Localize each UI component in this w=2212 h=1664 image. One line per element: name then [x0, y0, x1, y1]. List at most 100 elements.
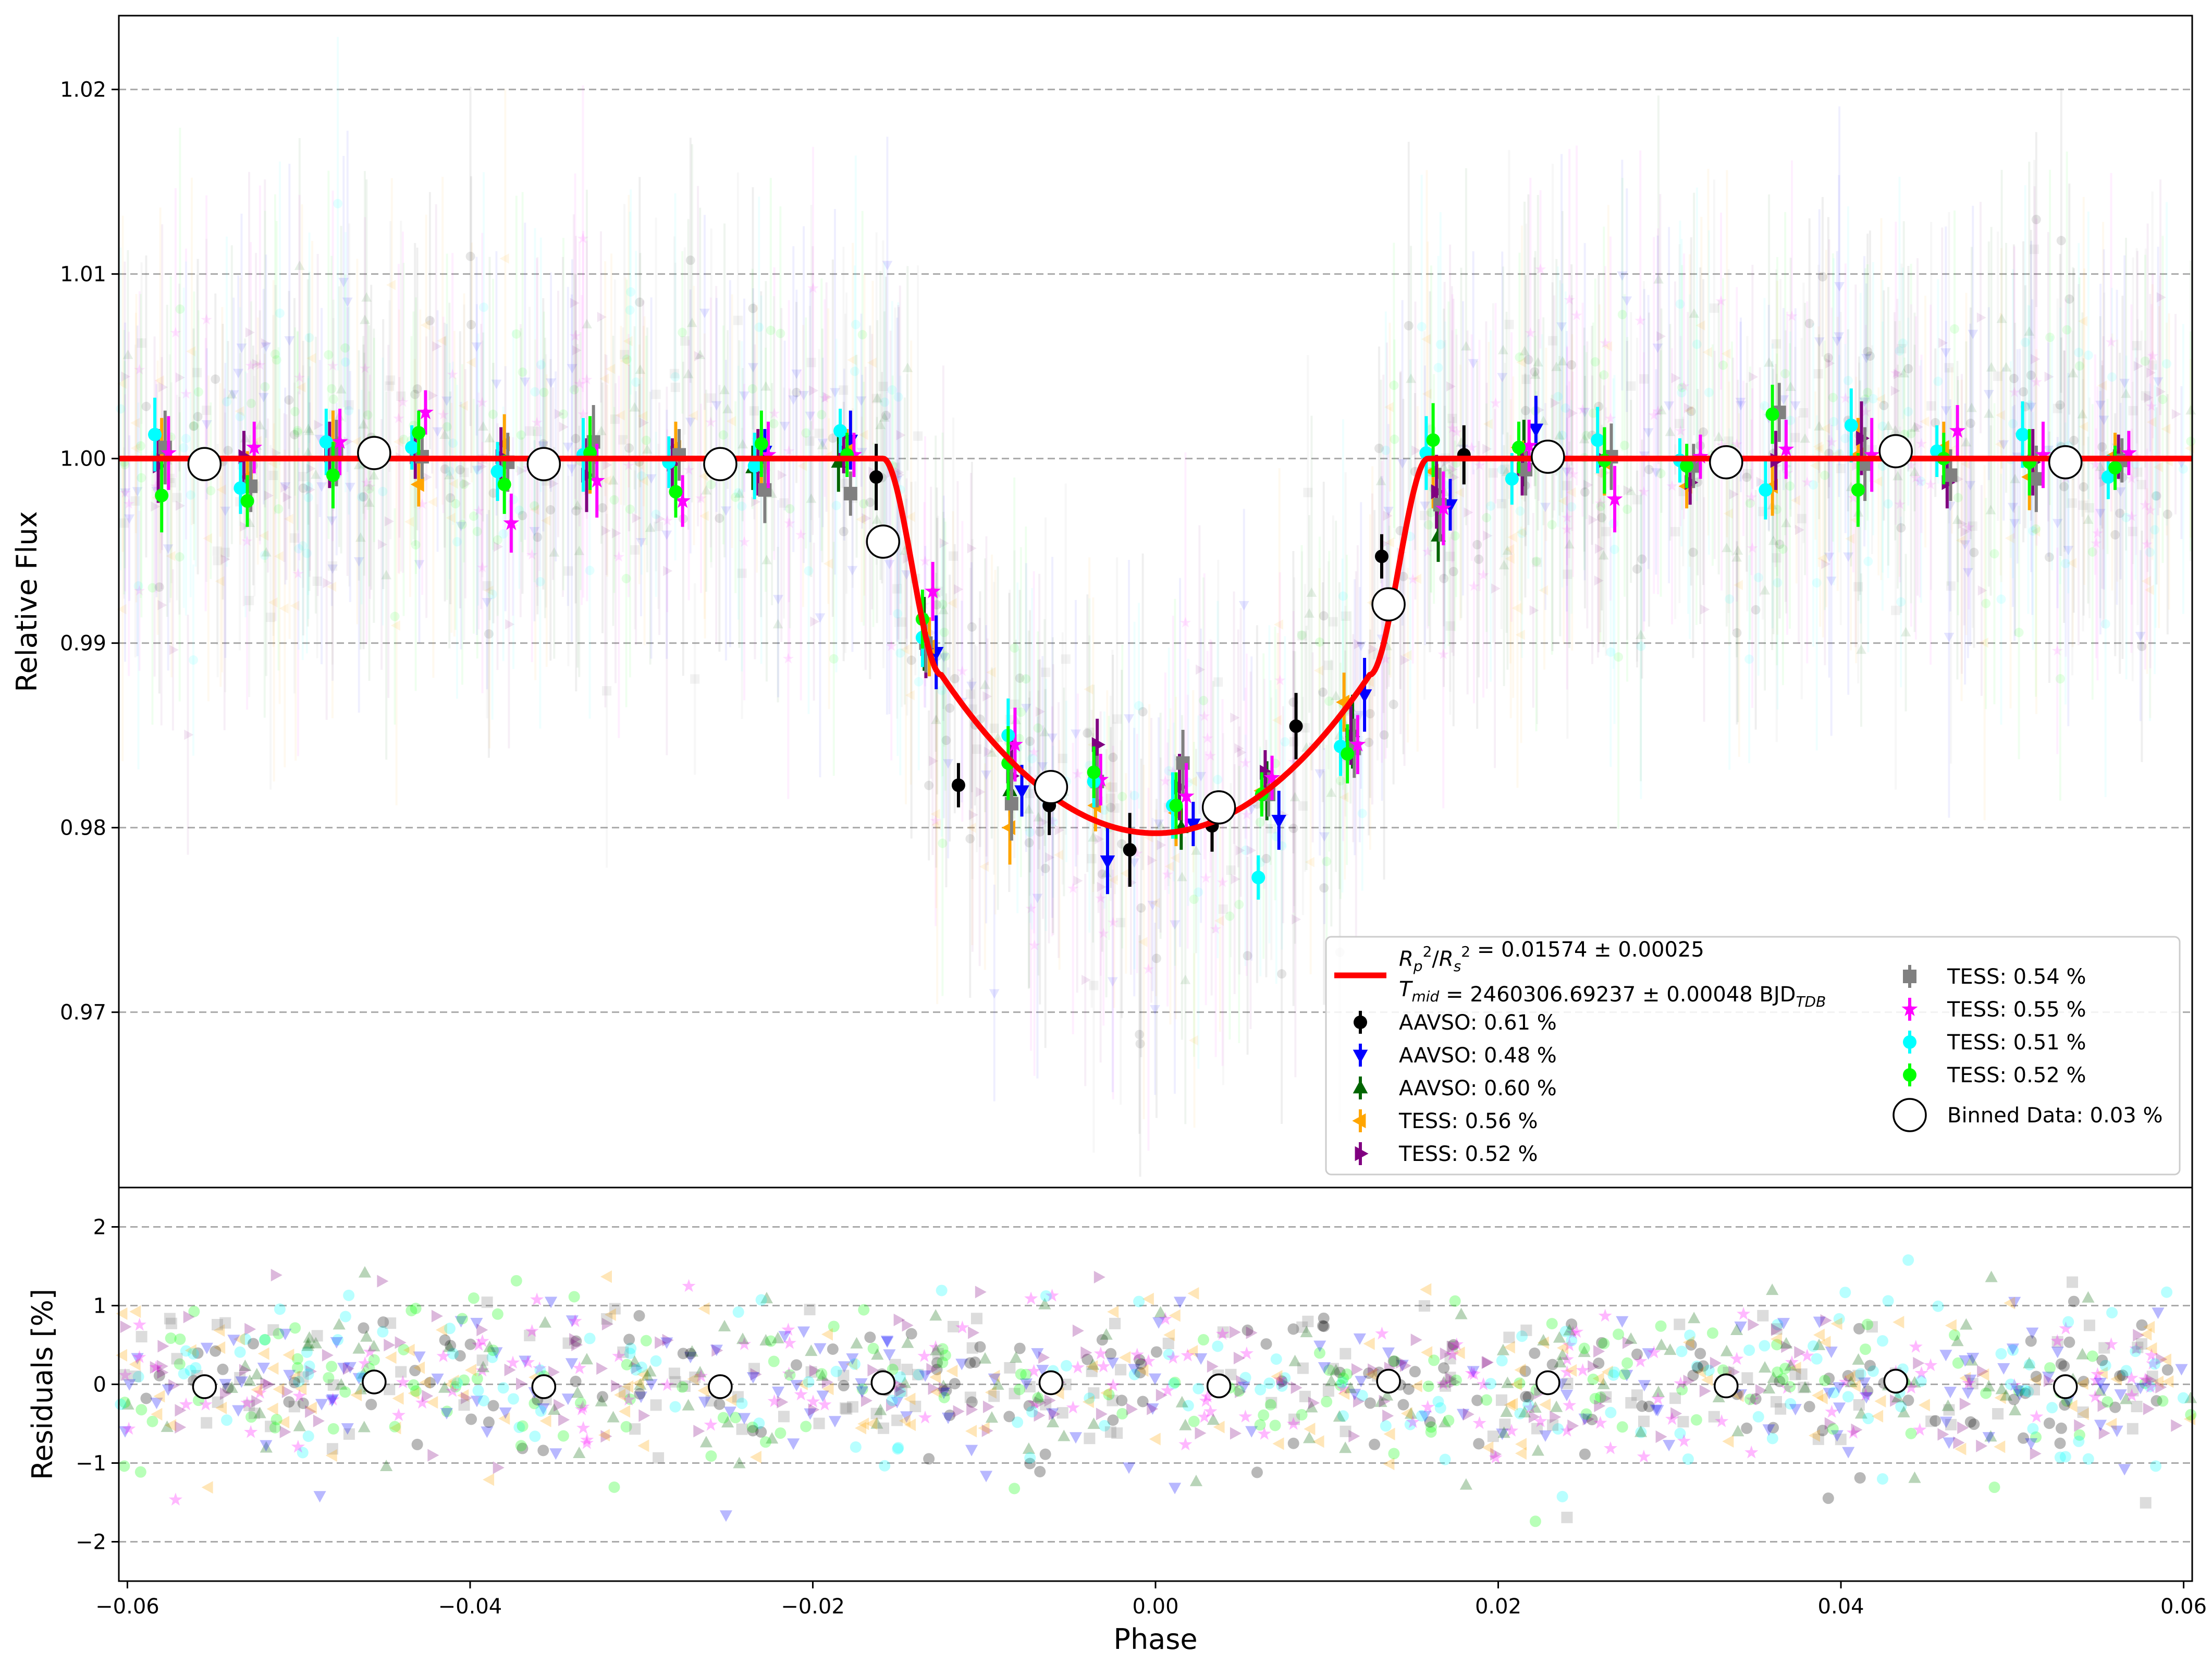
- raw-point: [1652, 344, 1663, 353]
- raw-point: [914, 677, 924, 687]
- residual-point: [749, 1451, 761, 1464]
- residual-point: [2155, 1380, 2167, 1394]
- residual-point: [1421, 1346, 1433, 1359]
- residual-point: [1904, 1380, 1918, 1394]
- residual-point: [168, 1492, 182, 1506]
- raw-point: [892, 584, 902, 594]
- residual-point: [816, 1390, 829, 1402]
- residual-point: [1531, 1444, 1544, 1456]
- residual-point: [1060, 1360, 1072, 1372]
- residual-point: [200, 1342, 213, 1354]
- raw-point: [1314, 769, 1325, 779]
- residual-point: [818, 1397, 832, 1411]
- residual-point: [297, 1371, 309, 1383]
- raw-point: [1561, 523, 1573, 534]
- residual-point: [1093, 1347, 1108, 1360]
- residual-point: [508, 1393, 520, 1405]
- residual-point: [634, 1378, 647, 1390]
- residual-point: [1977, 1368, 1989, 1381]
- raw-point: [1529, 605, 1539, 616]
- raw-point: [1896, 523, 1906, 533]
- raw-point: [1636, 630, 1646, 640]
- residual-point: [1824, 1417, 1836, 1430]
- raw-point: [289, 430, 299, 439]
- raw-point: [1677, 388, 1687, 398]
- residual-point: [1348, 1429, 1360, 1442]
- residual-point: [2134, 1382, 2147, 1394]
- residual-point: [530, 1292, 544, 1306]
- residual-point: [282, 1348, 294, 1362]
- raw-point: [261, 342, 272, 352]
- residual-point: [1318, 1312, 1330, 1324]
- raw-point: [1135, 1039, 1145, 1049]
- raw-point: [856, 396, 867, 406]
- residual-point: [936, 1284, 948, 1296]
- raw-point: [893, 392, 903, 402]
- raw-point: [1883, 499, 1893, 509]
- residual-point: [2098, 1342, 2110, 1354]
- residual-point: [1872, 1410, 1884, 1423]
- residual-point: [620, 1421, 632, 1433]
- raw-point: [569, 330, 581, 341]
- residual-point: [1522, 1399, 1534, 1411]
- raw-point: [2044, 371, 2054, 382]
- raw-point: [442, 422, 452, 432]
- residual-point: [1676, 1384, 1688, 1396]
- residual-point: [879, 1460, 891, 1472]
- raw-point: [798, 390, 809, 400]
- residual-point: [1195, 1353, 1208, 1365]
- raw-point: [2083, 350, 2093, 360]
- raw-point: [1318, 687, 1328, 697]
- residual-point: [991, 1378, 1004, 1390]
- raw-point: [1614, 652, 1624, 662]
- raw-point: [884, 560, 895, 570]
- raw-point: [1790, 401, 1801, 411]
- raw-point: [120, 488, 130, 498]
- residual-point: [841, 1403, 853, 1415]
- raw-point: [340, 357, 350, 367]
- residual-point: [1181, 1348, 1195, 1362]
- residual-point: [1100, 1328, 1113, 1340]
- residual-point: [1263, 1377, 1275, 1389]
- binned-residual-point: [362, 1369, 387, 1394]
- residual-point: [850, 1441, 862, 1453]
- raw-point: [1188, 1035, 1198, 1046]
- raw-point: [1563, 569, 1572, 579]
- residual-point: [150, 1398, 163, 1410]
- raw-point: [939, 628, 949, 638]
- raw-point: [1319, 883, 1329, 893]
- residual-point: [988, 1390, 1000, 1402]
- raw-point: [1810, 460, 1820, 471]
- residual-point: [1467, 1367, 1481, 1380]
- residual-point: [896, 1385, 908, 1397]
- raw-point: [1656, 469, 1666, 479]
- residual-point: [1566, 1335, 1578, 1347]
- raw-point: [1733, 580, 1743, 591]
- residual-point: [1271, 1370, 1283, 1383]
- residual-point: [1032, 1392, 1044, 1404]
- residual-point: [1771, 1339, 1783, 1351]
- series-point: [1511, 441, 1526, 455]
- raw-point: [1364, 738, 1374, 748]
- residual-point: [747, 1425, 759, 1437]
- raw-point: [326, 516, 337, 526]
- raw-point: [1407, 573, 1419, 584]
- raw-point: [1356, 641, 1367, 651]
- residual-point: [966, 1403, 978, 1416]
- raw-point: [1187, 776, 1197, 787]
- residual-point: [1363, 1367, 1375, 1379]
- raw-point: [938, 599, 948, 609]
- raw-point: [1305, 857, 1314, 867]
- raw-point: [2110, 530, 2120, 540]
- residual-point: [1586, 1414, 1598, 1426]
- raw-point: [1832, 337, 1842, 347]
- raw-point: [2140, 356, 2150, 366]
- raw-point: [304, 333, 314, 342]
- residual-point: [2006, 1343, 2020, 1355]
- legend-label: AAVSO: 0.60 %: [1399, 1076, 1557, 1100]
- raw-point: [117, 378, 127, 389]
- residual-point: [624, 1393, 636, 1405]
- raw-point: [2008, 503, 2018, 512]
- raw-point: [1326, 787, 1337, 797]
- residual-point: [1173, 1296, 1187, 1308]
